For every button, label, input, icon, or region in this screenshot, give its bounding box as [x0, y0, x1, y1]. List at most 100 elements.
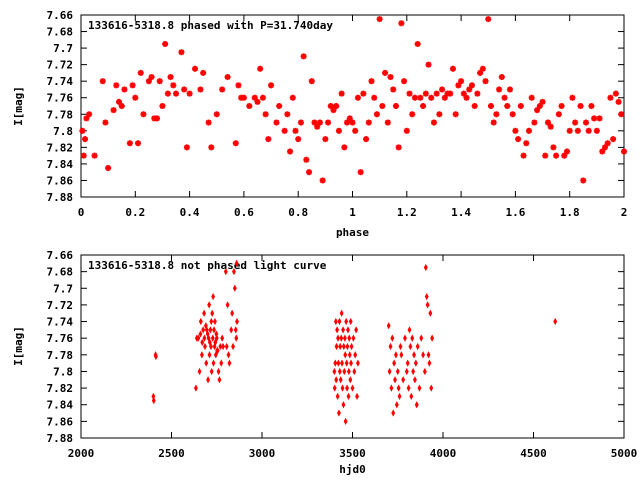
x-tick-label: 0 [78, 206, 85, 219]
data-point [246, 103, 253, 109]
x-tick-label: 3500 [339, 447, 366, 460]
data-point [259, 94, 266, 101]
data-point [447, 90, 454, 97]
data-point [542, 152, 549, 159]
data-point [113, 82, 120, 89]
y-tick-label: 7.7 [53, 42, 73, 55]
data-point [376, 16, 383, 23]
x-axis-label: hjd0 [339, 463, 366, 476]
data-point [387, 74, 394, 81]
data-point [233, 326, 238, 334]
data-point [204, 359, 209, 367]
data-point [99, 78, 106, 85]
data-point [390, 334, 395, 342]
data-point [337, 317, 342, 326]
data-point [428, 309, 433, 317]
data-point [287, 148, 294, 155]
y-tick-label: 7.82 [47, 382, 74, 395]
y-tick-label: 7.68 [47, 26, 74, 39]
data-point [110, 107, 117, 114]
data-point [80, 152, 87, 159]
data-point [335, 326, 340, 334]
data-point [209, 342, 213, 351]
data-point [200, 69, 207, 76]
x-tick-label: 1.6 [505, 206, 525, 219]
data-point [382, 69, 389, 76]
data-point [596, 115, 603, 122]
y-tick-label: 7.72 [47, 299, 74, 312]
y-tick-label: 7.88 [47, 191, 74, 204]
data-series [151, 259, 558, 426]
y-tick-label: 7.84 [47, 399, 74, 412]
data-point [118, 103, 125, 109]
data-point [493, 111, 500, 118]
data-point [424, 292, 429, 301]
data-point [202, 309, 207, 317]
data-point [433, 90, 440, 97]
data-point [153, 352, 158, 361]
panel-title: 133616-5318.8 phased with P=31.740day [88, 19, 333, 32]
data-point [322, 136, 329, 143]
data-point [345, 342, 350, 351]
data-point [392, 359, 397, 367]
data-point [338, 342, 343, 351]
data-point [235, 317, 239, 326]
data-point [439, 86, 446, 93]
data-point [547, 123, 554, 130]
data-point [354, 326, 359, 334]
data-point [154, 115, 161, 122]
data-point [387, 367, 392, 376]
data-point [205, 119, 212, 126]
data-point [226, 351, 231, 359]
data-point [217, 376, 222, 384]
data-point [506, 86, 513, 93]
data-point [355, 392, 359, 401]
data-point [151, 396, 156, 405]
data-point [213, 317, 217, 326]
data-point [610, 136, 617, 143]
data-point [210, 309, 215, 317]
data-point [137, 69, 144, 76]
data-point [393, 376, 397, 384]
data-point [504, 103, 511, 109]
data-point [563, 148, 570, 155]
data-point [303, 156, 310, 163]
data-point [501, 94, 508, 101]
data-point [211, 292, 216, 301]
data-point [604, 140, 611, 147]
data-point [348, 317, 353, 326]
data-point [221, 342, 226, 351]
data-point [196, 334, 201, 342]
data-point [349, 359, 353, 367]
data-point [621, 148, 627, 155]
data-point [339, 334, 344, 342]
y-tick-label: 7.66 [47, 9, 74, 22]
data-point [466, 86, 473, 93]
data-point [498, 74, 505, 81]
data-point [327, 103, 334, 109]
data-point [140, 111, 147, 118]
data-point [512, 127, 519, 134]
data-point [517, 103, 524, 109]
data-point [395, 144, 402, 151]
data-point [219, 359, 224, 367]
data-point [566, 127, 573, 134]
data-point [230, 309, 235, 317]
data-point [553, 152, 560, 159]
data-point [232, 284, 237, 292]
data-point [373, 111, 380, 118]
y-tick-label: 7.86 [47, 174, 74, 187]
data-point [284, 111, 291, 118]
data-point [338, 90, 345, 97]
data-point [336, 334, 340, 342]
data-point [257, 65, 264, 72]
data-point [468, 82, 475, 89]
data-point [360, 90, 367, 97]
data-point [235, 82, 242, 89]
data-point [335, 127, 342, 134]
data-point [265, 136, 272, 143]
data-point [528, 94, 535, 101]
x-tick-label: 1.2 [397, 206, 417, 219]
data-point [615, 98, 622, 105]
data-point [399, 351, 404, 359]
